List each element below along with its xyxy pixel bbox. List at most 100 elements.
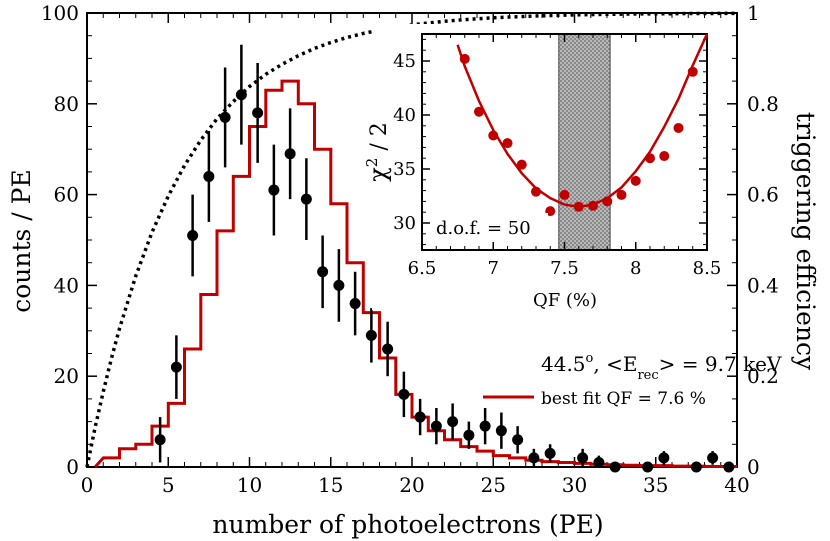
inset-y-axis-label: χ2 / 2 [363,122,392,182]
inset-y-tick-label: 45 [393,51,416,72]
x-axis-label: number of photoelectrons (PE) [212,510,603,539]
inset-chi2-point [516,159,527,170]
y2-tick-label: 0.8 [747,92,779,116]
data-point [495,425,507,437]
inset-ylabel-denominator: / 2 [367,122,392,157]
data-point [317,266,329,278]
data-point [235,89,247,101]
y2-tick-label: 0.4 [747,273,779,297]
data-point [219,111,231,123]
data-point [333,279,345,291]
energy-subscript: rec [637,368,658,383]
inset-x-tick-label: 7.5 [550,258,579,279]
inset-x-tick-label: 7 [488,258,499,279]
inset-chi2-point [659,151,670,162]
data-point [690,461,702,473]
inset-chi2-point [531,186,541,197]
x-tick-label: 5 [162,473,175,497]
data-point [284,148,296,160]
data-point [544,447,556,459]
x-tick-label: 35 [643,473,668,497]
labels: number of photoelectrons (PE) counts / P… [7,112,820,539]
x-tick-label: 15 [318,473,343,497]
inset-y-tick-label: 30 [393,213,416,234]
y-tick-label: 0 [66,455,79,479]
y-tick-label: 100 [41,1,79,25]
x-tick-label: 30 [562,473,587,497]
y2-tick-label: 0.2 [747,364,779,388]
inset-chi2-point [474,106,484,117]
inset-chi2-point [645,153,655,164]
legend-label: best fit QF = 7.6 % [541,389,706,409]
inset-chi2-point [459,53,470,64]
data-point [300,193,312,205]
inset-x-tick-label: 8 [630,258,641,279]
data-point [187,229,199,241]
inset-chi2-point [687,66,698,77]
inset-chi2-point [602,196,613,207]
y2-tick-label: 0.6 [747,183,779,207]
inset-ylabel-sup: 2 [363,158,381,168]
inset-y-tick-label: 40 [393,105,416,126]
data-point [593,456,605,468]
y2-axis-label: triggering efficiency [791,112,820,371]
data-point [658,452,670,464]
x-tick-label: 0 [81,473,94,497]
x-tick-label: 40 [724,473,749,497]
inset-chi2-point [616,189,627,200]
data-point [398,388,410,400]
main-plot-area: 0 5 10 15 20 25 30 35 4002040608010000.20.40.60.… [41,1,779,497]
x-tick-label: 20 [399,473,424,497]
y-tick-label: 40 [54,273,79,297]
inset-chi2-point [588,200,598,211]
data-point [170,361,182,373]
y-tick-label: 80 [54,92,79,116]
inset-annotation: d.o.f. = 50 [436,218,531,239]
data-point [382,343,394,355]
scatter-angle: 44.5 [541,352,586,376]
inset-annotation-bg [430,213,548,241]
inset-chi2-point [630,175,641,186]
data-point [463,429,475,441]
data-point [430,420,442,432]
data-point [642,461,654,473]
inset-chi2-point [502,138,513,149]
main-marks [85,11,738,473]
inset-x-tick-label: 6.5 [408,258,437,279]
inset-plot: 6.5 7 7.5 8 8.5 30 35 40 45 [372,24,721,310]
x-tick-label: 10 [237,473,262,497]
inset-ylabel-chi: χ [364,167,392,182]
data-point [512,434,524,446]
y2-tick-label: 0 [747,455,760,479]
data-point [479,420,491,432]
data-point [414,411,426,423]
data-point [707,452,719,464]
data-point [528,452,540,464]
inset-chi2-point [559,189,570,200]
inset-background [372,24,717,310]
y2-tick-label: 1 [747,1,760,25]
inset-chi2-point [573,201,584,212]
y-tick-label: 20 [54,364,79,388]
inset-chi2-point [673,122,684,133]
degree-sign: o [586,351,594,366]
data-point [723,461,735,473]
inset-y-tick-label: 35 [393,159,416,180]
data-point [349,298,361,310]
energy-value: > = 9.7 keV [659,352,782,376]
data-point [577,452,589,464]
kinematics-annotation: 44.5o, <Erec> = 9.7 keV [541,351,782,383]
inset-chi2-point [488,130,499,141]
energy-prefix: , <E [593,352,637,376]
data-point [447,416,459,428]
data-point [154,434,166,446]
data-point [252,107,264,119]
y-tick-label: 60 [54,183,79,207]
data-point [268,184,280,196]
data-point [365,329,377,341]
inset-x-axis-label: QF (%) [533,290,597,311]
x-tick-label: 25 [481,473,506,497]
data-point [609,461,621,473]
inset-x-tick-label: 8.5 [693,258,722,279]
